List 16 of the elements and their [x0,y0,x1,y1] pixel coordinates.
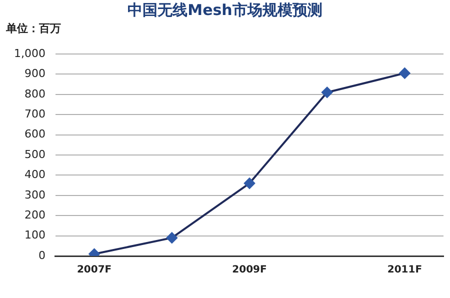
y-tick-label: 300 [24,188,46,202]
y-axis-title: 单位：百万 [5,22,61,35]
y-tick-label: 800 [24,87,46,100]
y-tick-label: 400 [24,168,46,182]
x-tick-label: 2011F [387,264,422,276]
x-tick-label: 2007F [76,264,112,276]
y-tick-label: 900 [24,67,46,80]
y-tick-label: 1,000 [14,46,46,60]
y-tick-label: 0 [38,248,46,262]
chart-title: 中国无线Mesh市场规模预测 [128,0,322,19]
x-tick-label: 2009F [232,264,267,276]
y-tick-label: 100 [24,228,46,242]
y-tick-label: 200 [24,208,46,222]
y-tick-label: 700 [24,107,46,120]
y-tick-label: 500 [24,148,46,161]
y-tick-label: 600 [24,128,46,141]
